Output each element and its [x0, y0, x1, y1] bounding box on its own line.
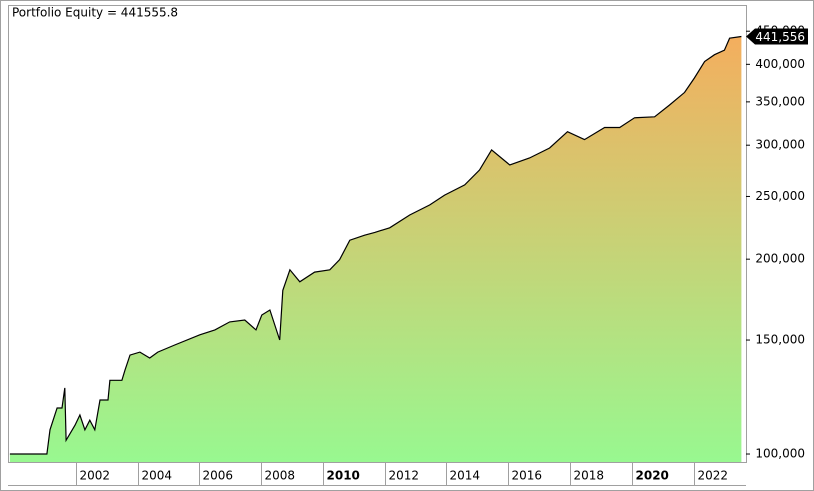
- y-tick-label: 200,000: [755, 252, 805, 266]
- x-tick-label: 2016: [512, 469, 543, 483]
- y-tick-label: 150,000: [755, 333, 805, 347]
- x-tick-label: 2020: [636, 469, 669, 483]
- x-tick-label: 2018: [574, 469, 605, 483]
- x-tick-label: 2014: [450, 469, 481, 483]
- y-tick-label: 300,000: [755, 138, 805, 152]
- x-tick-label: 2002: [80, 469, 111, 483]
- chart-title: Portfolio Equity = 441555.8: [12, 6, 178, 20]
- equity-line: [9, 35, 742, 455]
- x-tick-label: 2008: [265, 469, 296, 483]
- y-tick-label: 400,000: [755, 57, 805, 71]
- y-tick-label: 100,000: [755, 447, 805, 461]
- x-tick-label: 2012: [389, 469, 420, 483]
- y-tick-label: 250,000: [755, 189, 805, 203]
- last-value-box: [746, 28, 808, 45]
- x-tick-label: 2006: [203, 469, 234, 483]
- last-value-label: 441,556: [755, 30, 805, 44]
- equity-area: [9, 36, 742, 462]
- x-tick-label: 2010: [327, 469, 360, 483]
- x-tick-label: 2004: [142, 469, 173, 483]
- y-tick-label: 350,000: [755, 94, 805, 108]
- x-tick-label: 2022: [698, 469, 729, 483]
